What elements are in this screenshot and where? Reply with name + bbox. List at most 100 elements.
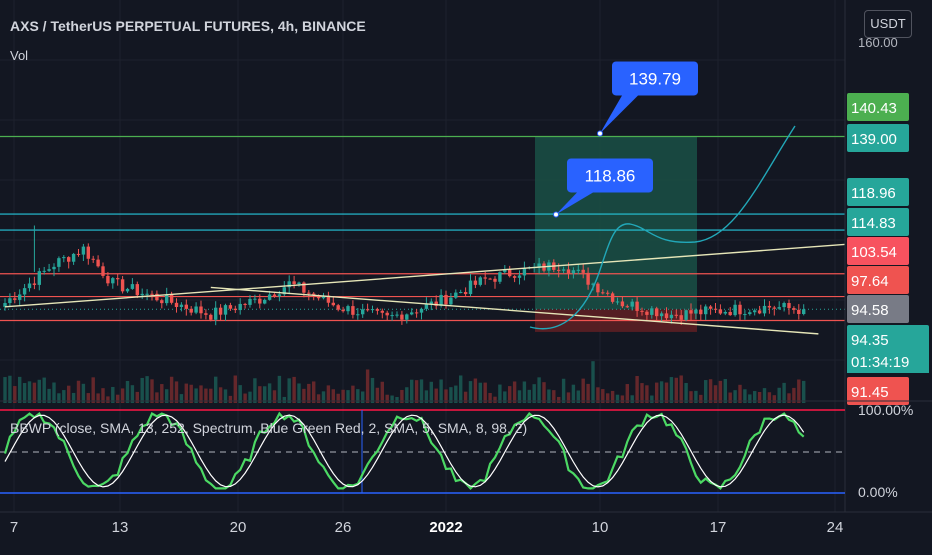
candle-body [444,294,448,305]
candle [635,297,639,317]
candle-body [86,246,90,259]
volume-bar [106,396,110,403]
volume-bar [400,389,404,403]
callout-value: 139.79 [629,69,681,88]
candle [218,304,223,321]
candle [733,300,737,317]
candle-body [282,287,286,295]
volume-bar [439,379,443,403]
candle-body [508,269,512,277]
candle [483,272,487,285]
volume-bar [287,378,291,403]
candle-body [586,272,590,285]
volume-bar [635,376,639,403]
bbwp-signal-line [4,414,805,488]
candle-body [326,295,331,303]
volume-bar [174,381,179,403]
candle [757,305,762,315]
candle-body [390,315,394,317]
volume-bar [125,380,130,403]
candle-body [669,314,674,319]
volume-bar [116,394,120,403]
volume-bar [748,394,752,403]
volume-bar [645,385,649,403]
volume-bar [547,389,551,403]
price-callout: 118.86 [553,158,653,218]
volume-bar [777,387,781,403]
candle-body [243,303,247,305]
volume-bar [395,396,399,403]
volume-bar [361,391,365,403]
candle-body [37,271,41,285]
volume-bar [150,379,154,403]
candle-body [395,314,399,316]
trendline-rising [4,237,932,308]
volume-bar [601,389,605,403]
volume-bar [375,387,380,403]
volume-bar [463,391,468,403]
currency-button[interactable]: USDT [864,10,912,38]
candle-body [111,278,115,284]
candle [96,255,100,268]
candle-body [581,269,585,273]
projection-path [529,125,796,330]
volume-bar [581,378,585,403]
candle [723,310,727,316]
callout-box [612,61,698,96]
volume-bar [282,396,286,403]
price-label: 139.00 [847,124,909,152]
candle [361,303,365,318]
volume-bar [689,391,693,403]
candle-body [620,301,625,307]
volume-bar [669,377,674,403]
candle [370,305,375,313]
volume-bar [473,378,478,403]
candle [62,255,66,263]
volume-bar [62,390,66,403]
volume-bar [449,387,453,403]
volume-bar [424,390,429,403]
volume-bar [316,394,321,403]
candle [478,276,482,287]
candle-body [802,309,806,314]
volume-bar [468,381,473,403]
volume-bar [708,379,713,403]
volume-bar [459,375,463,403]
candle-body [557,269,561,271]
candle [414,308,419,318]
candle [390,311,394,321]
price-label: 01:34:19 [847,349,929,373]
volume-bar [263,386,267,403]
volume-bar [248,391,252,403]
volume-bar [483,382,487,403]
volume-bar [390,395,394,403]
volume-bar [517,390,522,403]
volume-bar [615,394,620,403]
candle-body [184,304,188,309]
candle-body [233,308,237,311]
candle-body [32,283,37,285]
candle-body [179,304,184,307]
candle-body [150,293,154,295]
candle-body [625,306,629,308]
candle-body [101,266,105,276]
volume-bar [503,391,507,403]
candle-body [679,315,683,320]
volume-bar [243,393,247,403]
volume-bar [655,382,659,403]
candle-body [400,314,404,320]
candle [684,309,688,322]
candle [111,276,115,289]
candle-body [174,302,179,307]
volume-bar [47,388,51,403]
candle [91,255,95,263]
volume-bar [508,386,512,403]
candle-body [757,310,762,314]
x-tick-label: 26 [335,519,352,536]
candle [498,271,502,284]
volume-bar [571,384,576,403]
volume-bar [493,396,497,403]
candle-body [601,292,605,294]
candle-body [214,307,218,320]
